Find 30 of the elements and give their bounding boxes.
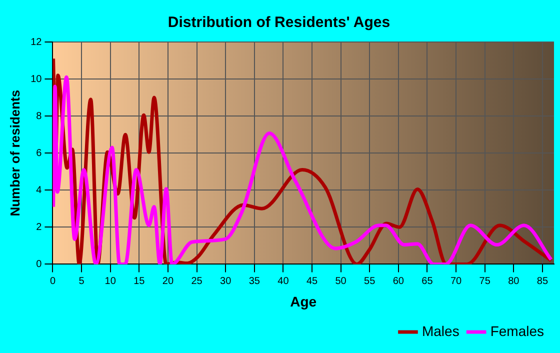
x-tick-label: 65 xyxy=(422,276,434,287)
y-tick-label: 2 xyxy=(36,222,42,233)
y-tick-label: 0 xyxy=(36,258,42,270)
x-tick-label: 55 xyxy=(364,276,376,287)
x-axis-title: Age xyxy=(290,293,317,310)
x-tick-label: 75 xyxy=(479,276,491,287)
x-tick-label: 60 xyxy=(392,276,404,287)
x-tick-label: 25 xyxy=(191,276,203,287)
legend-label: Females xyxy=(490,322,544,339)
x-tick-label: 50 xyxy=(335,276,347,287)
chart-title: Distribution of Residents' Ages xyxy=(168,14,390,32)
x-tick-label: 20 xyxy=(162,276,174,287)
x-tick-label: 30 xyxy=(220,276,232,287)
y-axis-title: Number of residents xyxy=(7,90,22,216)
x-tick-label: 40 xyxy=(278,276,290,287)
x-tick-label: 45 xyxy=(306,276,318,287)
legend-label: Males xyxy=(422,322,460,339)
x-tick-label: 35 xyxy=(248,276,260,287)
x-tick-label: 85 xyxy=(536,276,548,287)
y-tick-label: 8 xyxy=(36,110,42,122)
y-tick-label: 4 xyxy=(36,184,42,196)
y-tick-label: 12 xyxy=(30,36,42,48)
y-tick-label: 10 xyxy=(30,74,42,85)
x-tick-label: 0 xyxy=(50,276,56,287)
x-tick-label: 5 xyxy=(78,276,85,287)
x-tick-label: 10 xyxy=(104,276,116,287)
y-tick-label: 6 xyxy=(36,148,42,159)
x-tick-label: 70 xyxy=(450,276,462,287)
x-tick-label: 80 xyxy=(508,276,520,287)
x-tick-label: 15 xyxy=(134,276,146,287)
